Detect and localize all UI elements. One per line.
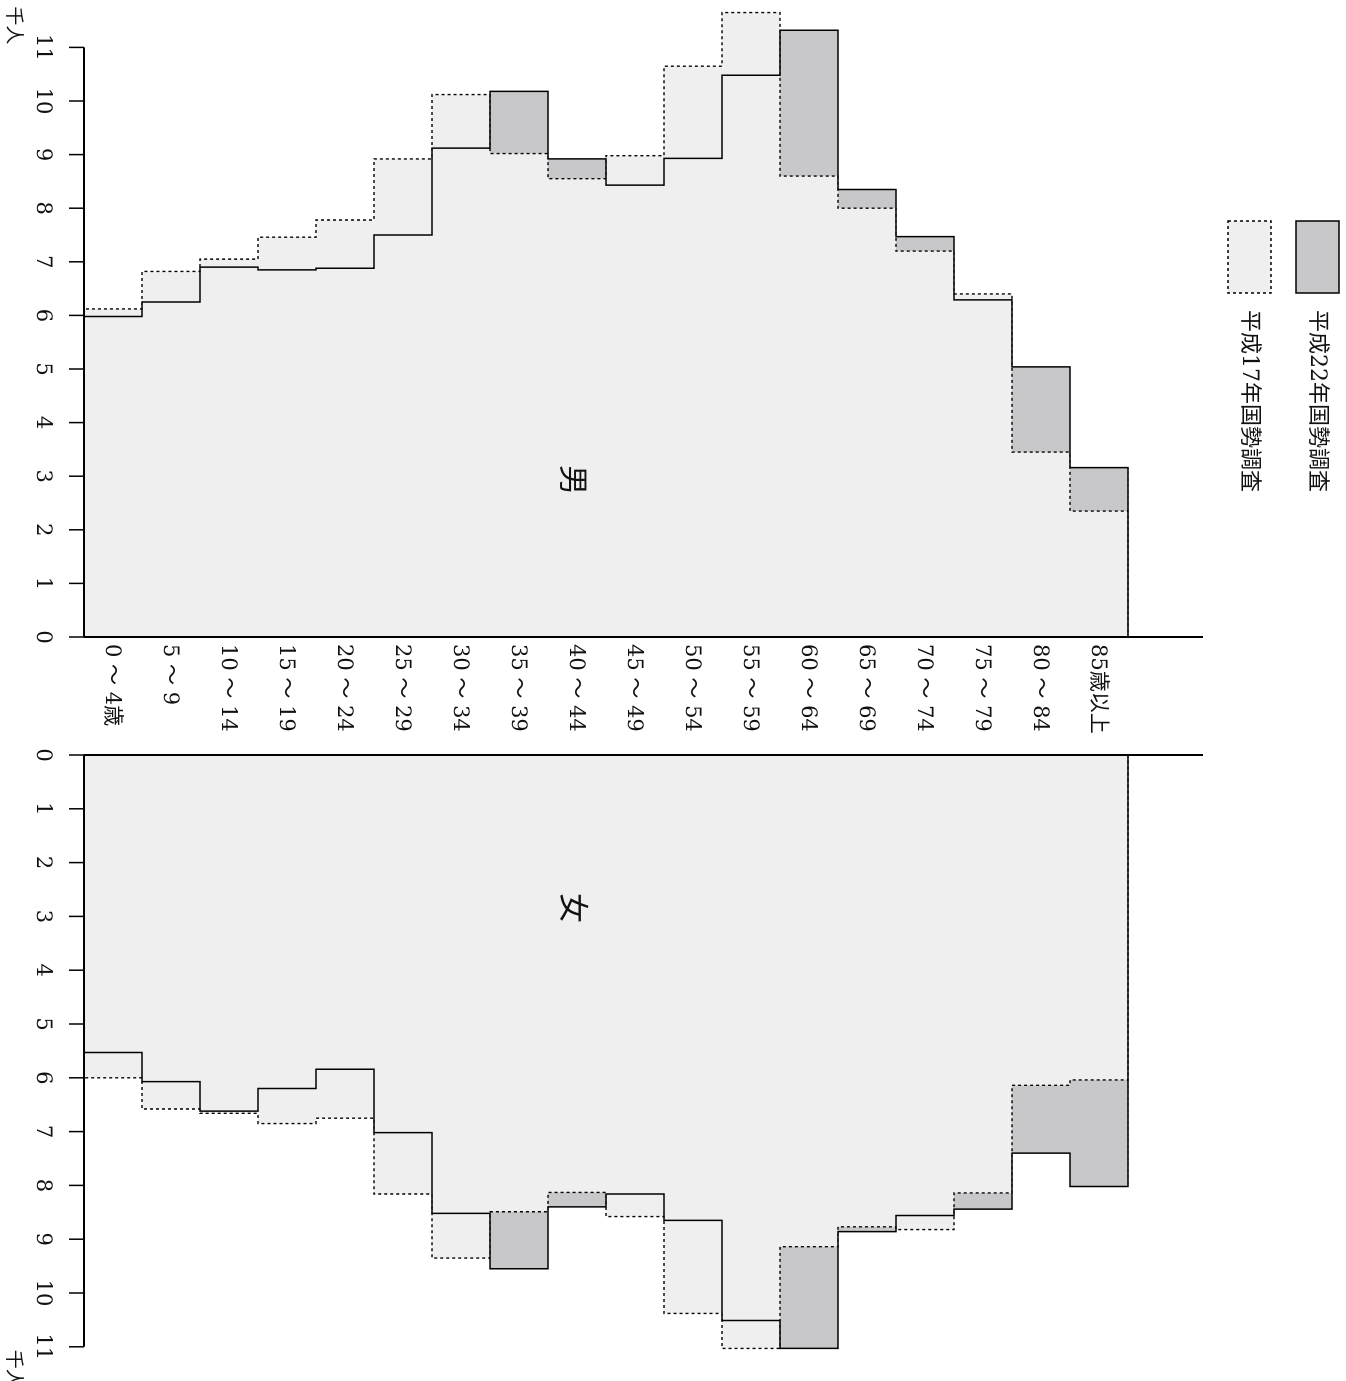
bar-increase-0-8 (548, 158, 606, 179)
category-label-6: 30 ～ 34 (449, 644, 473, 732)
category-label-0: 0 ～ 4歳 (101, 644, 125, 726)
category-label-7: 35 ～ 39 (507, 644, 531, 732)
legend-label-0: 平成22年国勢調査 (1305, 310, 1330, 492)
tick-label-1-3: 3 (32, 910, 56, 923)
bar-increase-0-12 (780, 30, 838, 177)
category-label-13: 65 ～ 69 (855, 644, 879, 732)
tick-label-0-4: 4 (32, 416, 56, 429)
panel-1-base-area (84, 755, 1128, 1349)
tick-label-0-10: 10 (32, 88, 56, 115)
bar-increase-0-14 (896, 236, 954, 252)
legend-swatch-1 (1227, 220, 1272, 294)
legend-label-1: 平成17年国勢調査 (1237, 310, 1262, 492)
legend-swatch-0 (1295, 220, 1340, 294)
tick-label-1-10: 10 (32, 1280, 56, 1307)
tick-label-0-5: 5 (32, 362, 56, 375)
panel-0-base-area (84, 12, 1128, 638)
tick-label-1-0: 0 (32, 748, 56, 761)
tick-label-0-0: 0 (32, 630, 56, 643)
bar-increase-1-17 (1070, 1079, 1128, 1187)
category-label-16: 80 ～ 84 (1029, 644, 1053, 732)
category-label-9: 45 ～ 49 (623, 644, 647, 732)
category-label-12: 60 ～ 64 (797, 644, 821, 732)
bar-increase-1-13 (838, 1226, 896, 1232)
unit-label-0: 千人 (3, 6, 25, 44)
sex-label-male: 男 (555, 465, 590, 495)
category-label-17: 85歳以上 (1087, 644, 1111, 734)
series-line-1-0 (83, 755, 1129, 1350)
category-label-4: 20 ～ 24 (333, 644, 357, 732)
tick-label-1-4: 4 (32, 964, 56, 977)
category-label-15: 75 ～ 79 (971, 644, 995, 732)
bar-increase-1-7 (490, 1211, 548, 1269)
bar-increase-1-16 (1012, 1085, 1070, 1154)
series-line-1-1 (83, 755, 1129, 1350)
bar-increase-1-12 (780, 1246, 838, 1349)
tick-label-1-9: 9 (32, 1233, 56, 1246)
bar-increase-0-16 (1012, 366, 1070, 453)
bar-increase-0-17 (1070, 467, 1128, 512)
category-label-2: 10 ～ 14 (217, 644, 241, 732)
category-label-1: 5 ～ 9 (159, 644, 183, 705)
tick-label-1-1: 1 (32, 802, 56, 815)
sex-label-female: 女 (555, 893, 590, 923)
bar-increase-1-8 (548, 1192, 606, 1207)
bar-increase-1-15 (954, 1192, 1012, 1210)
category-label-10: 50 ～ 54 (681, 644, 705, 732)
tick-label-0-1: 1 (32, 577, 56, 590)
category-label-3: 15 ～ 19 (275, 644, 299, 732)
tick-label-0-7: 7 (32, 255, 56, 268)
tick-label-0-9: 9 (32, 148, 56, 161)
series-line-0-0 (83, 29, 1129, 637)
tick-label-1-8: 8 (32, 1179, 56, 1192)
tick-label-1-7: 7 (32, 1125, 56, 1138)
tick-label-0-3: 3 (32, 470, 56, 483)
tick-label-1-2: 2 (32, 856, 56, 869)
tick-label-1-6: 6 (32, 1071, 56, 1084)
bar-increase-0-13 (838, 189, 896, 209)
tick-label-1-11: 11 (32, 1333, 56, 1360)
tick-label-0-11: 11 (32, 34, 56, 61)
category-label-14: 70 ～ 74 (913, 644, 937, 732)
bar-increase-0-7 (490, 91, 548, 154)
tick-label-0-8: 8 (32, 202, 56, 215)
tick-label-0-6: 6 (32, 309, 56, 322)
category-label-11: 55 ～ 59 (739, 644, 763, 732)
category-label-8: 40 ～ 44 (565, 644, 589, 732)
category-label-5: 25 ～ 29 (391, 644, 415, 732)
unit-label-1: 千人 (3, 1350, 25, 1381)
tick-label-1-5: 5 (32, 1017, 56, 1030)
tick-label-0-2: 2 (32, 523, 56, 536)
